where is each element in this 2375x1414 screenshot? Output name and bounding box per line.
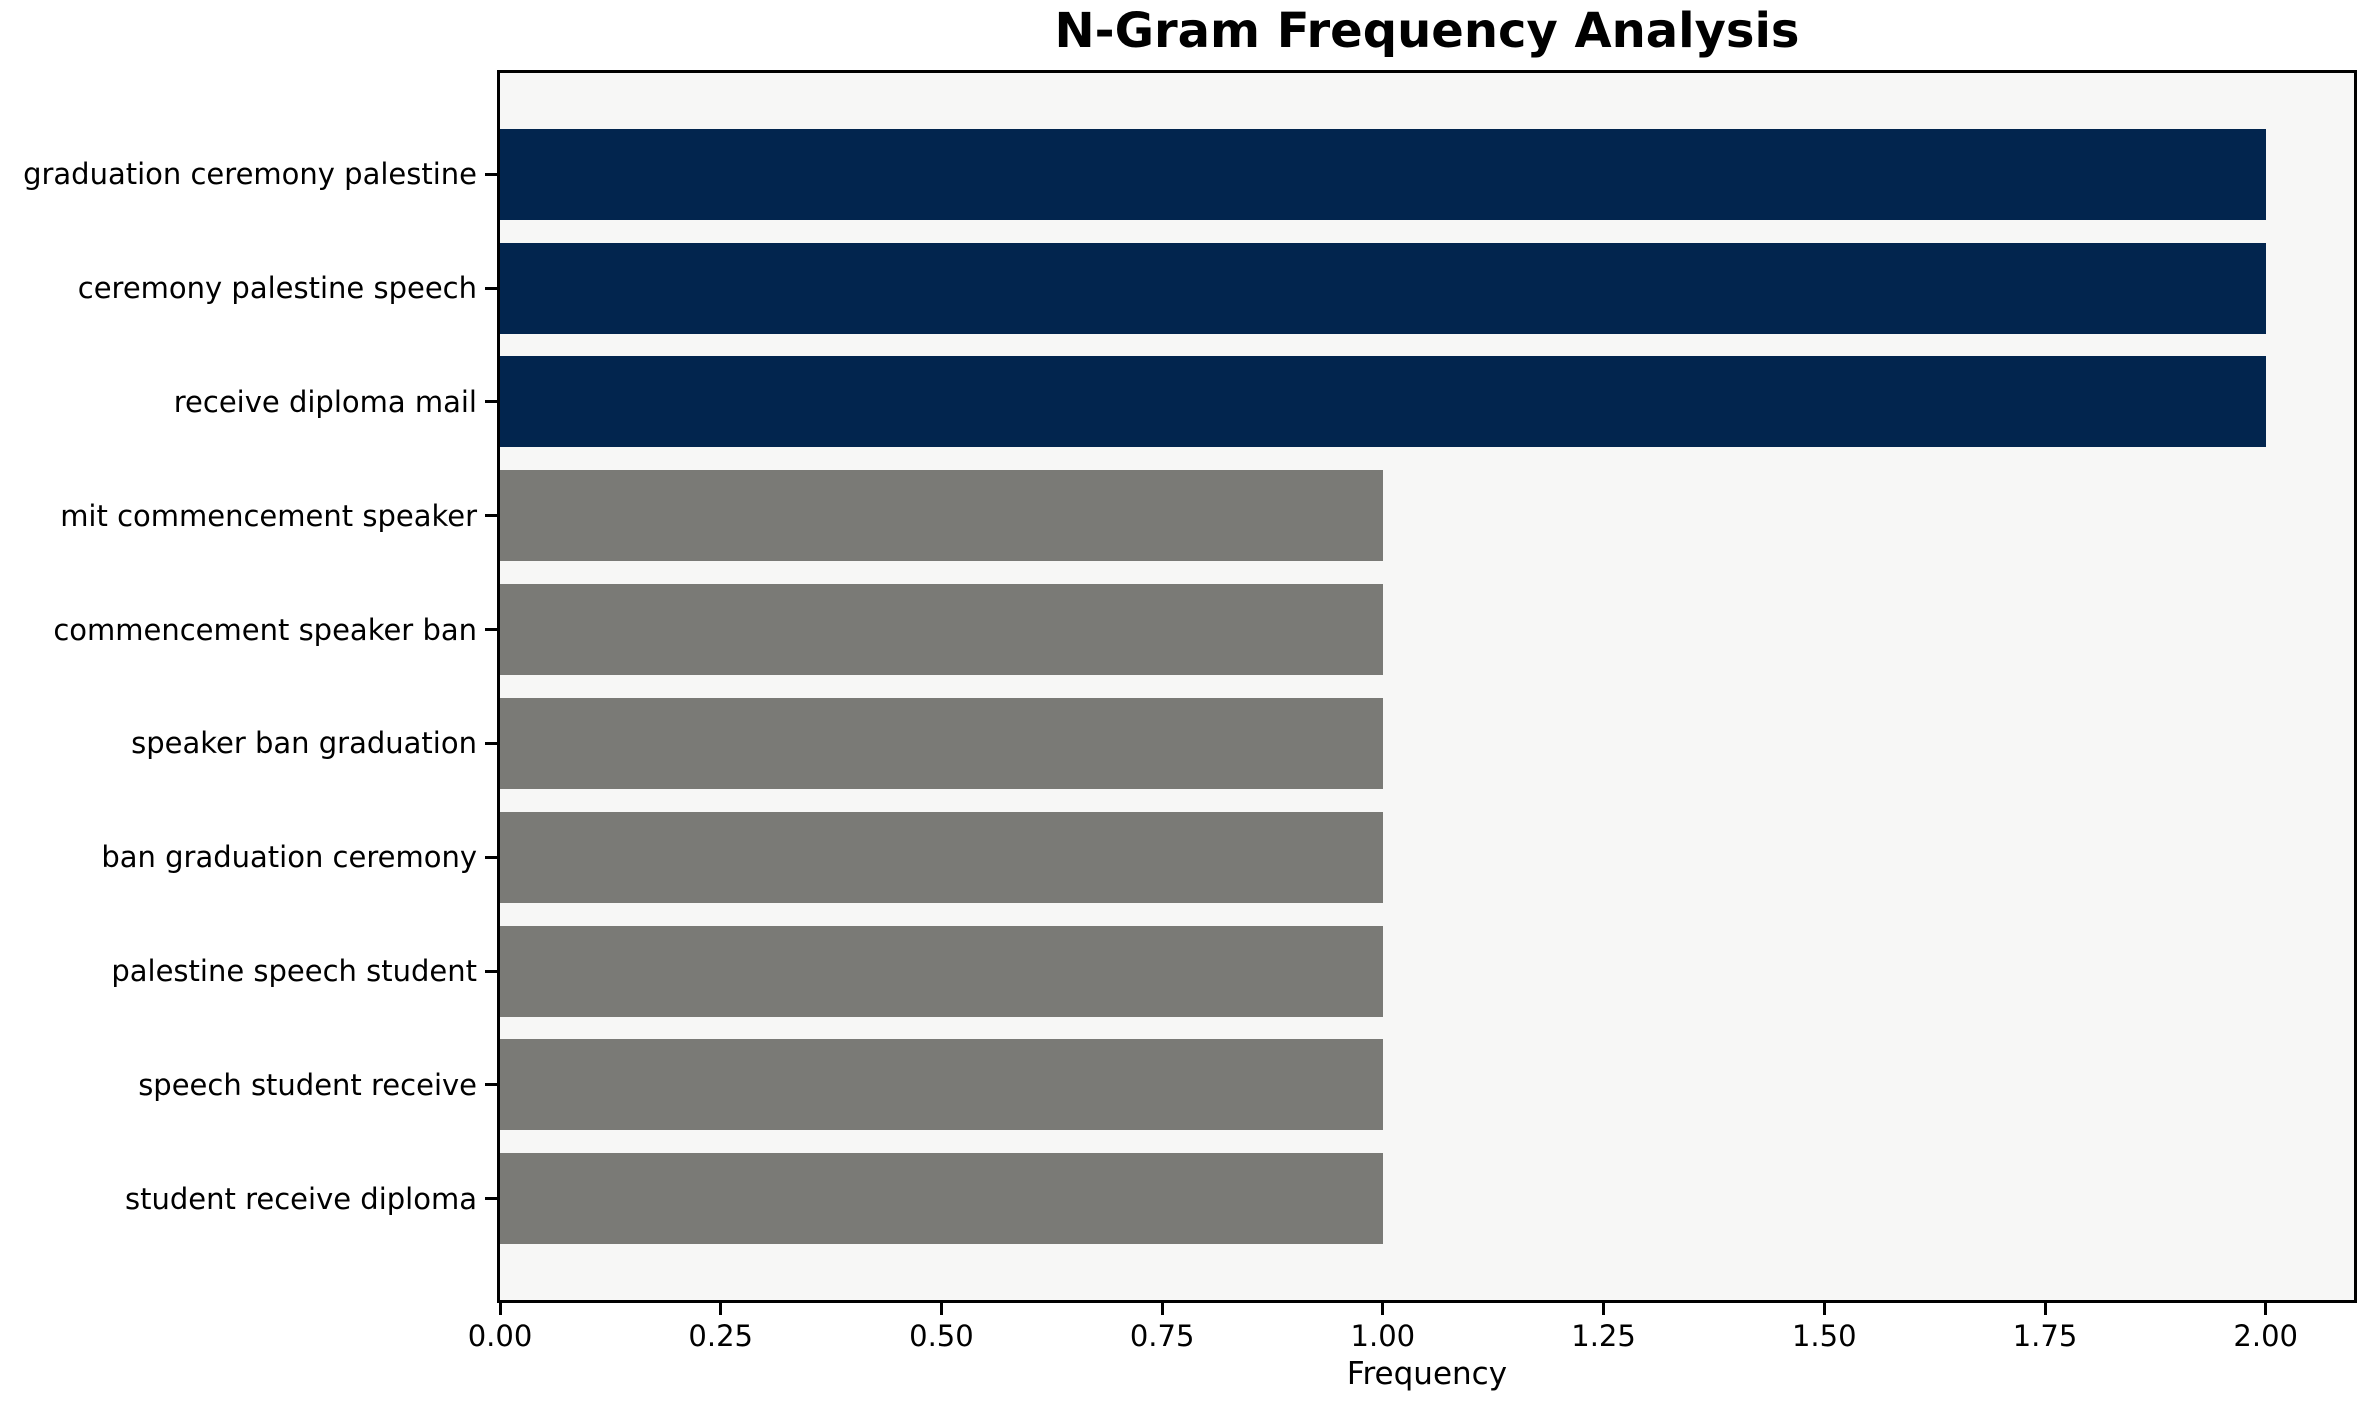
y-tick-mark: [485, 969, 497, 973]
y-tick-mark: [485, 1197, 497, 1201]
y-tick-mark: [485, 514, 497, 518]
y-tick-label: student receive diploma: [125, 1181, 477, 1216]
bar: [500, 356, 2266, 448]
x-tick-label: 1.75: [2012, 1319, 2078, 1353]
x-tick-mark: [2043, 1303, 2047, 1315]
plot-area: [497, 70, 2357, 1303]
x-tick-label: 0.50: [909, 1319, 974, 1353]
x-tick-mark: [939, 1303, 943, 1315]
y-tick-mark: [485, 1083, 497, 1087]
x-tick-mark: [498, 1303, 502, 1315]
x-tick-label: 0.75: [1129, 1319, 1195, 1353]
y-tick-label: commencement speaker ban: [53, 612, 477, 647]
x-tick-label: 2.00: [2233, 1319, 2298, 1353]
bar: [500, 584, 1383, 676]
x-tick-label: 0.00: [467, 1319, 533, 1353]
x-tick-mark: [2264, 1303, 2268, 1315]
x-tick-label: 1.25: [1571, 1319, 1636, 1353]
y-tick-mark: [485, 855, 497, 859]
y-tick-label: ban graduation ceremony: [101, 840, 477, 875]
x-tick-mark: [1822, 1303, 1826, 1315]
y-tick-label: speech student receive: [138, 1067, 477, 1102]
x-axis-label: Frequency: [1346, 1356, 1508, 1392]
bar: [500, 697, 1383, 789]
y-tick-mark: [485, 741, 497, 745]
y-tick-mark: [485, 400, 497, 404]
y-tick-label: receive diploma mail: [173, 384, 477, 419]
x-tick-label: 1.00: [1350, 1319, 1416, 1353]
y-tick-label: speaker ban graduation: [131, 726, 477, 761]
bar: [500, 925, 1383, 1017]
y-tick-label: ceremony palestine speech: [77, 271, 477, 306]
x-tick-mark: [1160, 1303, 1164, 1315]
y-tick-label: mit commencement speaker: [60, 498, 477, 533]
bar: [500, 811, 1383, 903]
bar: [500, 1039, 1383, 1131]
y-tick-mark: [485, 628, 497, 632]
bar: [500, 242, 2266, 334]
y-tick-label: palestine speech student: [111, 954, 477, 989]
bar: [500, 1153, 1383, 1245]
bar: [500, 470, 1383, 562]
bars-container: [500, 73, 2354, 1300]
x-tick-mark: [719, 1303, 723, 1315]
x-tick-mark: [1602, 1303, 1606, 1315]
chart-title: N-Gram Frequency Analysis: [1054, 3, 1800, 59]
y-tick-label: graduation ceremony palestine: [23, 157, 477, 192]
x-tick-label: 0.25: [688, 1319, 753, 1353]
y-tick-mark: [485, 172, 497, 176]
bar: [500, 128, 2266, 220]
y-tick-mark: [485, 286, 497, 290]
x-tick-label: 1.50: [1791, 1319, 1857, 1353]
x-tick-mark: [1381, 1303, 1385, 1315]
